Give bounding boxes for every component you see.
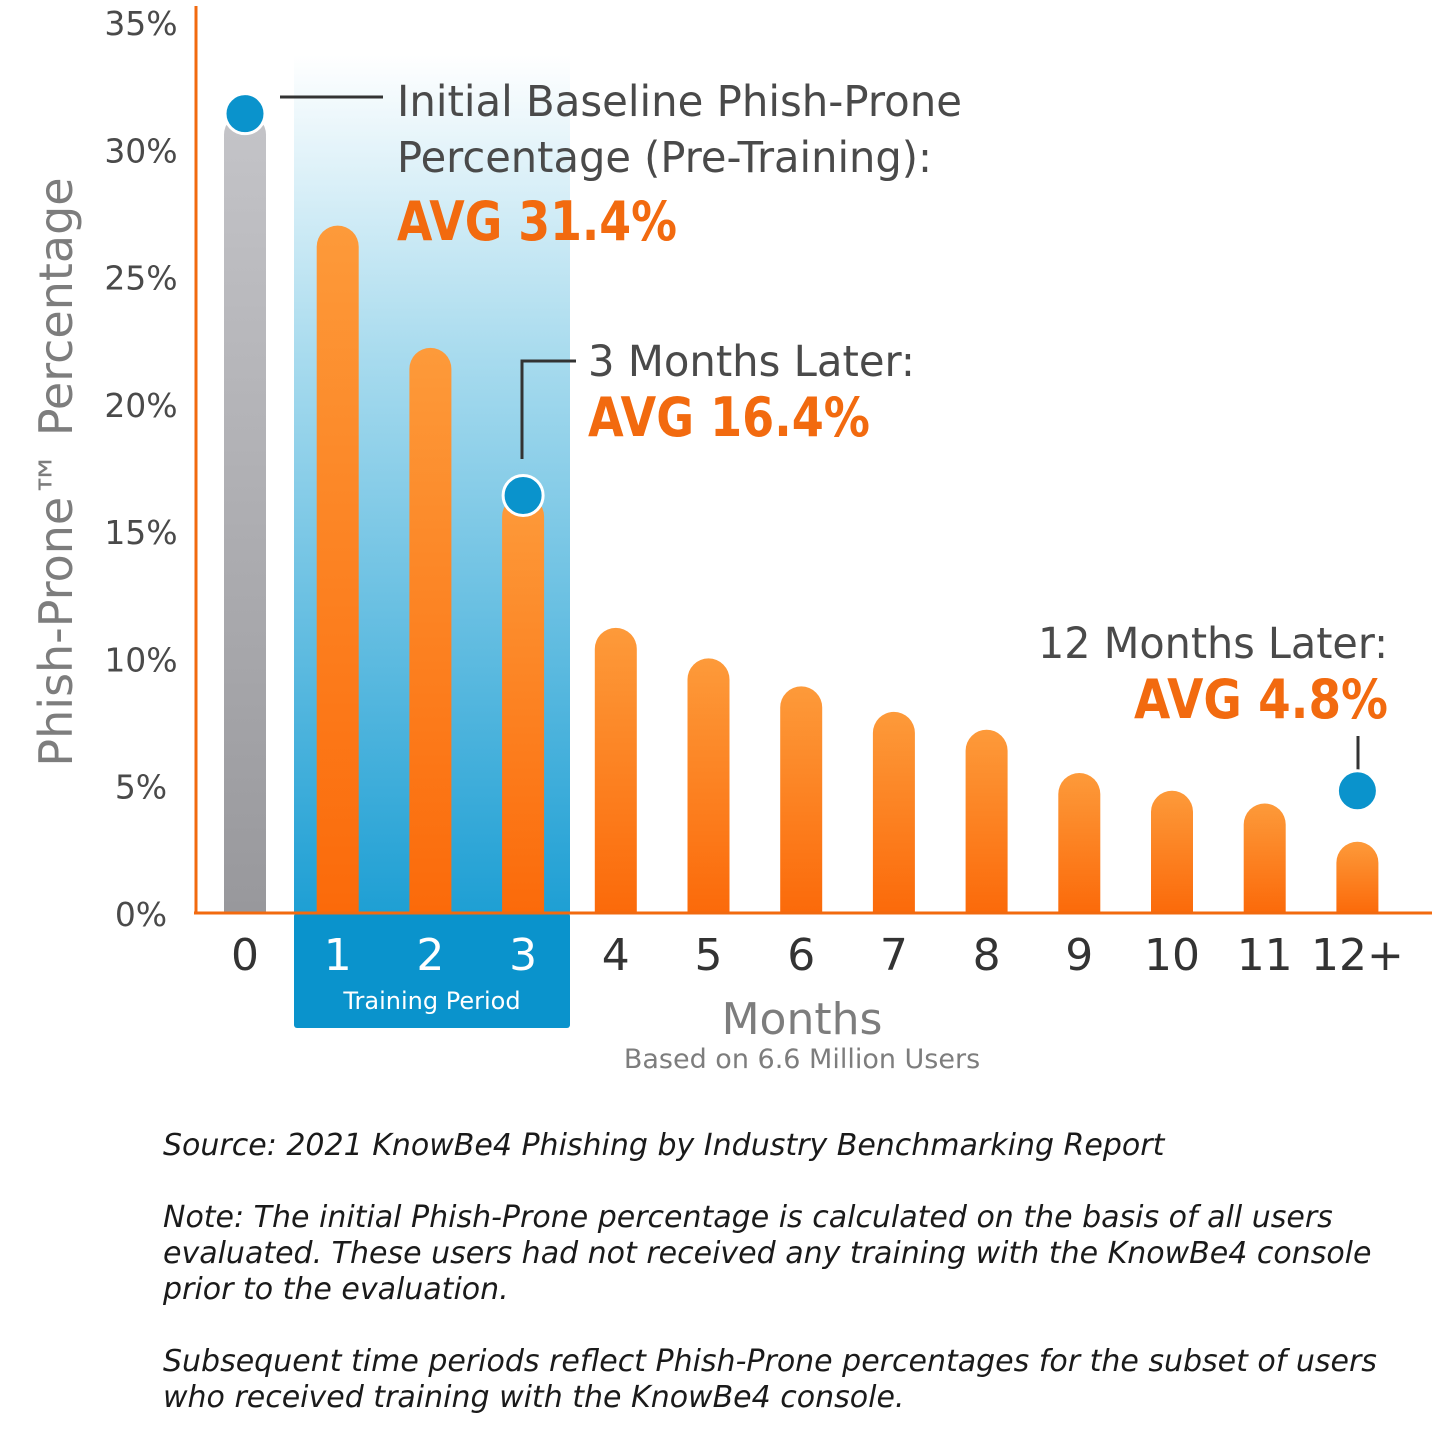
report-notes: Source: 2021 KnowBe4 Phishing by Industr… [163, 1128, 1425, 1416]
x-tick-label: 9 [1065, 930, 1093, 981]
bar-month-5 [687, 658, 730, 913]
y-tick-label: 20% [104, 386, 177, 425]
x-tick-label: 0 [231, 930, 259, 981]
x-tick-label: 11 [1237, 930, 1293, 981]
y-tick-label: 35% [104, 4, 177, 43]
chart-subtitle: Based on 6.6 Million Users [624, 1044, 980, 1075]
x-tick-label: 2 [416, 930, 444, 981]
bar-month-10 [1151, 790, 1193, 913]
x-tick-label: 10 [1144, 930, 1200, 981]
annotation-marker-month-0 [223, 92, 267, 136]
y-tick-label: 0% [115, 895, 167, 934]
bar-month-0 [224, 113, 266, 913]
y-axis-title: Phish-Prone™ Percentage [29, 177, 83, 766]
annotation-0-title-line2: Percentage (Pre-Training): [397, 133, 932, 183]
bar-month-11 [1243, 803, 1286, 913]
y-tick-label: 15% [104, 513, 177, 552]
annotation-marker-month-3 [501, 474, 545, 518]
bar-month-8 [965, 729, 1008, 913]
x-tick-label: 12+ [1311, 930, 1404, 981]
y-tick-label: 5% [115, 768, 167, 807]
y-tick-label: 10% [104, 640, 177, 679]
x-tick-label: 8 [973, 930, 1001, 981]
annotation-0-title-line1: Initial Baseline Phish-Prone [397, 77, 962, 127]
bar-month-12plus [1336, 841, 1379, 913]
x-tick-label: 3 [509, 930, 537, 981]
bar-month-4 [594, 627, 637, 913]
annotation-12-value: AVG 4.8% [1134, 668, 1388, 731]
training-period-label: Training Period [342, 987, 520, 1015]
annotation-3-title: 3 Months Later: [588, 337, 915, 387]
annotation-3-value: AVG 16.4% [588, 386, 870, 449]
bar-month-3 [502, 495, 545, 913]
x-tick-label: 7 [880, 930, 908, 981]
source-note: Source: 2021 KnowBe4 Phishing by Industr… [163, 1128, 1165, 1163]
x-tick-label: 5 [695, 930, 723, 981]
annotation-12-title: 12 Months Later: [1038, 619, 1388, 669]
bar-month-9 [1058, 772, 1101, 913]
annotation-marker-month-12plus [1335, 769, 1379, 813]
bar-month-6 [780, 686, 823, 913]
x-tick-label: 4 [602, 930, 630, 981]
x-tick-label: 6 [787, 930, 815, 981]
x-tick-label: 1 [324, 930, 352, 981]
annotation-0-value: AVG 31.4% [397, 190, 677, 253]
bar-month-1 [316, 225, 359, 913]
subsequent-note: Subsequent time periods reflect Phish-Pr… [163, 1344, 1377, 1415]
training-period-box [294, 913, 570, 1028]
x-axis-title: Months [722, 994, 883, 1045]
baseline-note: Note: The initial Phish-Prone percentage… [163, 1200, 1372, 1307]
y-tick-label: 30% [104, 131, 177, 170]
bar-month-7 [872, 711, 915, 913]
y-tick-label: 25% [104, 259, 177, 298]
annotation-3-connector [520, 359, 576, 459]
phish-prone-chart: 0% 5% 10% 15% 20% 25% 30% 35% 0 1 2 3 4 5 6 7 8 9 10 11 12+… [29, 4, 1432, 1075]
bar-month-2 [409, 347, 452, 913]
